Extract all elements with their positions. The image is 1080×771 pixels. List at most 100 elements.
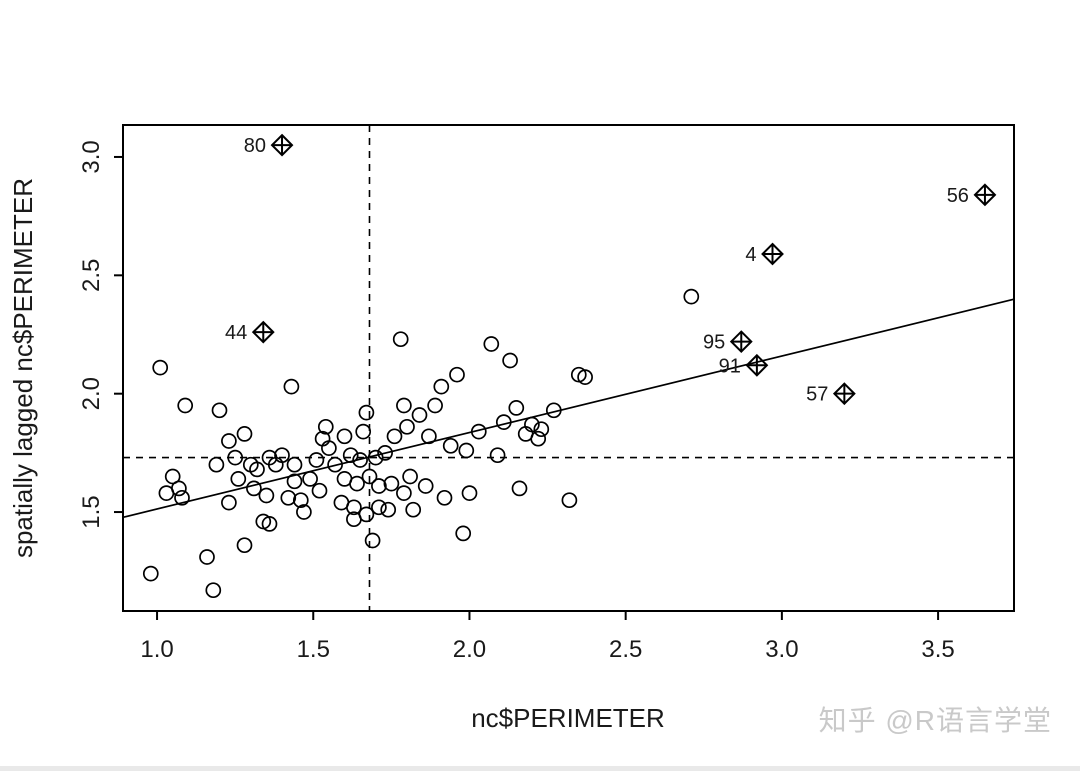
data-point (258, 487, 275, 504)
data-point (342, 447, 359, 464)
data-point (230, 471, 247, 487)
influential-point: 56 (947, 183, 997, 207)
data-point (280, 489, 297, 506)
data-point (177, 397, 194, 414)
data-point (358, 506, 375, 523)
data-point (308, 452, 325, 468)
influential-point-label: 57 (806, 384, 828, 406)
influential-point: 95 (703, 330, 753, 354)
y-tick-label: 2.0 (78, 377, 105, 410)
data-point (211, 402, 228, 419)
data-point (349, 475, 365, 492)
data-point (436, 489, 453, 506)
data-point (246, 480, 262, 497)
data-point (336, 428, 353, 445)
influential-point: 44 (225, 320, 275, 344)
watermark: 知乎 @R语言学堂 (818, 705, 1052, 736)
diamond-plus-marker (832, 382, 856, 406)
regression-line (122, 298, 1015, 519)
data-point (327, 456, 343, 473)
data-point (383, 475, 400, 492)
plot-border (122, 124, 1015, 612)
influential-point-label: 91 (719, 355, 741, 377)
data-point (411, 407, 428, 423)
data-point (386, 428, 403, 445)
y-tick-label: 2.5 (78, 259, 105, 292)
data-point (221, 433, 237, 449)
page-bottom-border (0, 766, 1080, 771)
diamond-plus-marker (745, 353, 769, 377)
data-point (427, 397, 443, 414)
influential-point: 57 (806, 382, 856, 406)
y-tick-label: 1.5 (78, 495, 105, 528)
data-point (236, 537, 253, 554)
data-point (261, 516, 278, 532)
data-point (508, 400, 525, 416)
data-point (364, 532, 381, 549)
data-point (221, 494, 237, 511)
data-point (352, 452, 368, 468)
data-point (302, 471, 318, 487)
data-point (286, 456, 303, 473)
data-point (495, 414, 512, 430)
y-axis-title: spatially lagged nc$PERIMETER (8, 178, 38, 558)
data-point (274, 447, 290, 464)
influential-point-label: 80 (244, 135, 266, 157)
x-tick-label: 1.5 (297, 636, 330, 663)
influential-point: 91 (719, 353, 769, 377)
data-point (174, 489, 190, 506)
data-point (380, 501, 397, 518)
data-point (683, 288, 700, 305)
influential-point-label: 4 (745, 244, 756, 266)
data-point (199, 549, 215, 565)
data-point (455, 525, 472, 542)
data-point (433, 378, 450, 395)
data-point (361, 468, 378, 485)
data-point (371, 499, 387, 516)
data-point (346, 499, 362, 516)
data-point (524, 416, 540, 433)
data-point (402, 468, 418, 485)
influential-point: 80 (244, 133, 294, 157)
influential-point-label: 95 (703, 332, 725, 354)
data-point (396, 397, 412, 414)
diamond-plus-marker (729, 330, 753, 354)
data-point (236, 426, 253, 442)
data-point (577, 369, 593, 385)
influential-point-label: 44 (225, 322, 247, 344)
data-point (208, 456, 225, 473)
data-point (561, 492, 578, 509)
data-point (442, 437, 459, 454)
influential-point-label: 56 (947, 185, 969, 207)
x-tick-label: 3.5 (921, 636, 954, 663)
data-point (392, 331, 409, 348)
data-point (164, 468, 181, 485)
data-point (449, 366, 465, 383)
data-point (533, 421, 550, 438)
influential-point: 4 (745, 242, 784, 266)
data-point (489, 447, 506, 464)
data-point (530, 430, 547, 447)
y-tick-label: 3.0 (78, 140, 105, 173)
data-point (152, 359, 169, 376)
x-tick-label: 2.0 (453, 636, 486, 663)
data-point (417, 478, 434, 494)
x-tick-label: 3.0 (765, 636, 798, 663)
diamond-plus-marker (270, 133, 294, 157)
data-point (355, 423, 372, 440)
data-point (296, 504, 312, 520)
data-point (227, 449, 244, 466)
data-point (358, 404, 375, 421)
data-point (511, 480, 528, 497)
data-point (399, 418, 415, 435)
data-point (283, 378, 300, 395)
data-point (321, 440, 337, 456)
data-point (421, 428, 437, 445)
data-point (367, 449, 384, 466)
data-point (483, 336, 500, 352)
data-point (470, 423, 487, 440)
data-point (371, 478, 387, 494)
data-point (458, 442, 475, 459)
